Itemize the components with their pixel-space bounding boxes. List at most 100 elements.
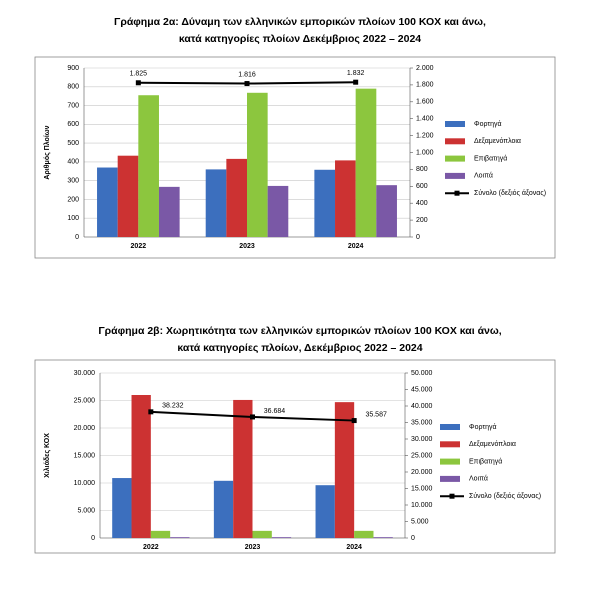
line-marker	[244, 81, 250, 87]
bar	[373, 537, 393, 538]
value-label: 38.232	[162, 403, 184, 410]
y-tick-label: 500	[67, 140, 79, 147]
y2-tick-label: 200	[416, 217, 428, 224]
y2-tick-label: 1.800	[416, 82, 434, 89]
bar	[252, 530, 272, 538]
bar	[226, 158, 247, 237]
value-label: 1.816	[238, 71, 256, 78]
line-marker	[250, 414, 255, 420]
value-label: 35.587	[365, 411, 387, 418]
bar	[158, 186, 180, 237]
x-tick-label: 2023	[245, 544, 261, 551]
legend-swatch	[445, 138, 465, 145]
bar	[170, 537, 190, 538]
chart-title: κατά κατηγορίες πλοίων Δεκέμβριος 2022 –…	[179, 33, 421, 45]
x-tick-label: 2023	[239, 243, 255, 250]
legend-label: Φορτηγά	[469, 423, 497, 431]
y2-tick-label: 15.000	[411, 485, 433, 492]
chart-title: κατά κατηγορίες πλοίων, Δεκέμβριος 2022 …	[177, 342, 422, 354]
legend-label: Λοιπά	[469, 475, 488, 483]
line-marker	[353, 79, 359, 85]
y2-tick-label: 45.000	[411, 386, 433, 393]
bar	[314, 169, 336, 237]
legend-swatch	[440, 475, 460, 482]
bar	[354, 530, 374, 538]
y-axis-label: Αριθμός Πλοίων	[43, 125, 51, 179]
y2-tick-label: 0	[411, 535, 415, 542]
chart-title: Γράφημα 2β: Χωρητικότητα των ελληνικών ε…	[98, 325, 501, 337]
legend-label: Φορτηγά	[474, 120, 502, 128]
chart-title: Γράφημα 2α: Δύναμη των ελληνικών εμπορικ…	[114, 16, 486, 28]
y-axis-label: Χιλιάδες ΚΟΧ	[43, 433, 51, 478]
legend-label: Δεξαμενόπλοια	[474, 137, 521, 145]
y-tick-label: 20.000	[74, 425, 96, 432]
y2-tick-label: 1.600	[416, 99, 434, 106]
y-tick-label: 15.000	[74, 452, 96, 459]
legend-swatch	[440, 458, 460, 465]
bar	[335, 160, 356, 237]
bar	[267, 185, 289, 237]
y2-tick-label: 0	[416, 234, 420, 241]
y2-tick-label: 35.000	[411, 419, 433, 426]
y-tick-label: 0	[75, 234, 79, 241]
line-marker	[351, 418, 357, 424]
bar	[376, 185, 397, 237]
y-tick-label: 600	[67, 121, 79, 128]
bar	[247, 92, 268, 237]
y2-tick-label: 1.400	[416, 116, 434, 123]
legend-label: Λοιπά	[474, 172, 493, 180]
x-tick-label: 2024	[348, 243, 364, 250]
bar	[213, 480, 234, 538]
legend-marker	[454, 190, 460, 196]
y-tick-label: 200	[67, 196, 79, 203]
value-label: 1.832	[347, 70, 365, 77]
bar	[205, 169, 227, 237]
chart-frame	[34, 56, 556, 259]
y2-tick-label: 1.200	[416, 132, 434, 139]
y-tick-label: 100	[67, 215, 79, 222]
y-tick-label: 700	[67, 102, 79, 109]
legend-swatch	[440, 441, 460, 448]
y2-tick-label: 800	[416, 166, 428, 173]
bar	[112, 478, 132, 538]
y-tick-label: 10.000	[74, 480, 96, 487]
value-label: 36.684	[264, 408, 286, 415]
y-tick-label: 800	[67, 84, 79, 91]
y-tick-label: 0	[91, 535, 95, 542]
chart-frame	[34, 359, 556, 554]
bar	[334, 402, 355, 538]
bar	[355, 88, 377, 238]
legend-label: Σύνολο (δεξιός άξονας)	[469, 492, 541, 500]
bar	[271, 537, 292, 538]
bar	[117, 155, 139, 237]
y2-tick-label: 600	[416, 183, 428, 190]
y2-tick-label: 1.000	[416, 149, 434, 156]
x-tick-label: 2024	[346, 544, 362, 551]
bar	[315, 485, 335, 538]
y-tick-label: 30.000	[74, 370, 96, 377]
legend-label: Δεξαμενόπλοια	[469, 440, 516, 448]
y2-tick-label: 10.000	[411, 502, 433, 509]
bar	[233, 399, 253, 538]
x-tick-label: 2022	[143, 544, 159, 551]
y2-tick-label: 400	[416, 200, 428, 207]
line-marker	[148, 409, 154, 415]
y-tick-label: 900	[67, 65, 79, 72]
bar	[150, 530, 171, 538]
y-tick-label: 300	[67, 178, 79, 185]
y2-tick-label: 50.000	[411, 370, 433, 377]
line-marker	[135, 80, 141, 86]
y2-tick-label: 30.000	[411, 436, 433, 443]
legend-marker	[449, 493, 455, 499]
legend-swatch	[445, 155, 465, 162]
y2-tick-label: 5.000	[411, 518, 429, 525]
legend-label: Επιβατηγά	[469, 457, 502, 465]
bar	[97, 167, 118, 237]
y-tick-label: 400	[67, 159, 79, 166]
legend-swatch	[440, 424, 460, 430]
legend-label: Επιβατηγά	[474, 154, 507, 162]
y-tick-label: 25.000	[74, 397, 96, 404]
bar	[131, 395, 151, 538]
bar	[138, 95, 159, 237]
